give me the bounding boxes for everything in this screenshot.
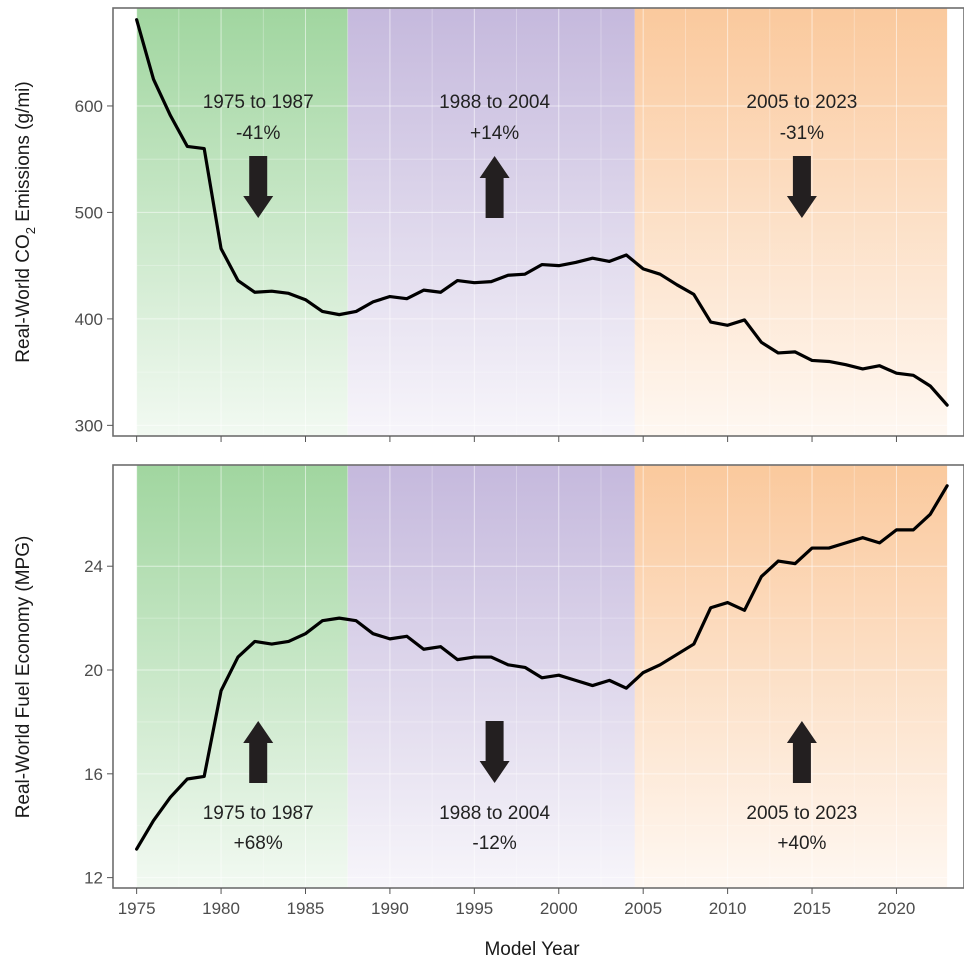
mpg-y-axis-title: Real-World Fuel Economy (MPG)	[13, 536, 34, 819]
co2-period-label: 2005 to 2023	[746, 92, 857, 113]
mpg-period-label: 1988 to 2004	[439, 803, 550, 824]
mpg-period-label: 2005 to 2023	[746, 803, 857, 824]
mpg-arrow-up-icon	[243, 721, 274, 783]
mpg-x-tick-label: 2010	[709, 899, 747, 918]
mpg-x-tick-label: 1995	[455, 899, 493, 918]
co2-period-label: 1988 to 2004	[439, 92, 550, 113]
mpg-y-tick-label: 24	[84, 557, 103, 576]
co2-y-tick-label: 500	[75, 203, 103, 222]
mpg-x-tick-label: 2015	[793, 899, 831, 918]
mpg-period-band-1988-2004	[347, 465, 635, 888]
co2-period-band-1988-2004	[347, 8, 635, 436]
co2-arrow-down-icon	[786, 156, 817, 218]
mpg-period-band-2005-2023	[634, 465, 948, 888]
mpg-x-tick-label: 2000	[540, 899, 578, 918]
mpg-period-band-1975-1987	[136, 465, 348, 888]
mpg-x-tick-label: 1980	[202, 899, 240, 918]
mpg-period-change: -12%	[472, 833, 516, 854]
mpg-period-change: +68%	[234, 833, 283, 854]
mpg-x-tick-label: 1975	[118, 899, 156, 918]
co2-period-band-2005-2023	[634, 8, 948, 436]
x-axis-title: Model Year	[484, 939, 580, 960]
co2-y-tick-label: 400	[75, 310, 103, 329]
co2-y-tick-label: 600	[75, 97, 103, 116]
co2-series-line	[135, 18, 949, 407]
mpg-arrow-up-icon	[786, 721, 817, 783]
co2-period-change: -31%	[780, 123, 824, 144]
co2-period-change: -41%	[236, 123, 280, 144]
co2-period-change: +14%	[470, 123, 519, 144]
co2-panel-border	[112, 7, 964, 437]
co2-panel: 1975 to 1987 -41% 1988 to 2004 +14% 2005 to …	[13, 7, 964, 442]
co2-period-label: 1975 to 1987	[203, 92, 314, 113]
mpg-series-line	[135, 484, 949, 851]
mpg-y-tick-label: 16	[84, 765, 103, 784]
co2-y-tick-label: 300	[75, 416, 103, 435]
mpg-x-tick-label: 1985	[287, 899, 325, 918]
mpg-arrow-down-icon	[479, 721, 510, 783]
mpg-panel: 1975 to 1987 +68% 1988 to 2004 -12% 2005 to …	[13, 464, 964, 918]
co2-y-axis-title: Real-World CO2 Emissions (g/mi)	[13, 81, 38, 362]
mpg-x-tick-label: 2005	[624, 899, 662, 918]
co2-arrow-down-icon	[243, 156, 274, 218]
mpg-period-label: 1975 to 1987	[203, 803, 314, 824]
mpg-period-change: +40%	[777, 833, 826, 854]
co2-arrow-up-icon	[479, 156, 510, 218]
mpg-panel-border	[112, 464, 964, 889]
mpg-y-tick-label: 20	[84, 661, 103, 680]
mpg-y-tick-label: 12	[84, 869, 103, 888]
co2-period-band-1975-1987	[136, 8, 348, 436]
mpg-x-tick-label: 2020	[878, 899, 916, 918]
mpg-x-tick-label: 1990	[371, 899, 409, 918]
